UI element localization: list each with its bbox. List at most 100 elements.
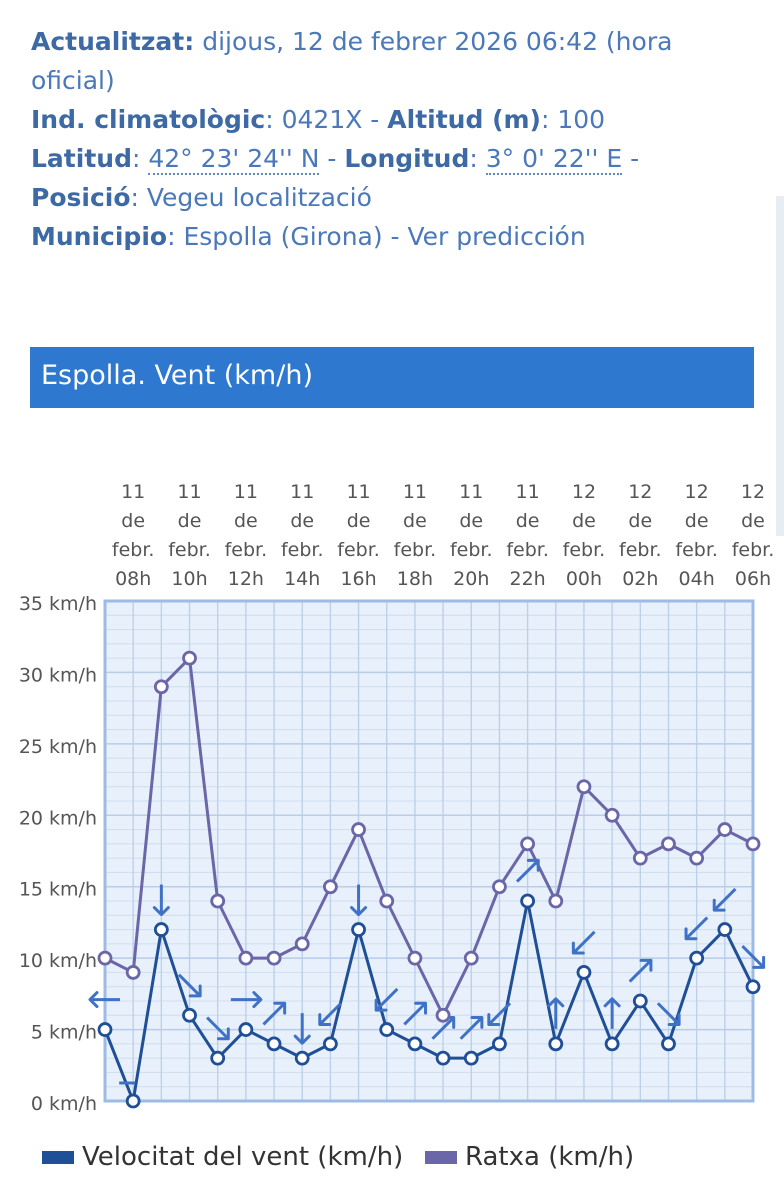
wind-direction-arrow xyxy=(741,945,766,969)
gust-point xyxy=(661,836,676,852)
x-tick-label-line: 14h xyxy=(284,568,320,590)
arrow-head xyxy=(350,906,368,917)
x-tick-label-line: 10h xyxy=(171,568,207,590)
legend-speed-label: Velocitat del vent (km/h) xyxy=(82,1142,404,1172)
arrow-head xyxy=(318,1013,332,1026)
arrow-head xyxy=(152,906,170,917)
lat-dash: - xyxy=(319,144,345,173)
speed-point xyxy=(153,922,169,937)
arrow-shaft xyxy=(713,887,737,912)
x-tick-label: 11 de febr. 18h xyxy=(394,481,437,590)
lon-sep: : xyxy=(469,144,486,173)
x-tick-label-line: febr. xyxy=(337,539,380,561)
speed-point xyxy=(435,1050,451,1066)
speed-point xyxy=(492,1036,507,1052)
x-tick-label-line: 11 xyxy=(234,481,258,503)
speed-point xyxy=(548,1036,564,1052)
x-tick-label-line: 12 xyxy=(572,481,596,503)
position-link[interactable]: : Vegeu localització xyxy=(130,183,372,212)
x-tick-label-line: de xyxy=(347,510,371,532)
alt-value: : 100 xyxy=(540,105,606,134)
x-tick-label: 12 de febr. 00h xyxy=(563,481,606,590)
gust-point xyxy=(182,650,197,666)
wind-direction-arrow xyxy=(656,1002,681,1026)
x-tick-label-line: 04h xyxy=(679,568,715,590)
ind-label: Ind. climatològic xyxy=(31,105,266,134)
x-tick-label-line: de xyxy=(403,510,427,532)
speed-point xyxy=(689,950,705,966)
x-tick-label-line: de xyxy=(290,510,314,532)
legend-gust-label: Ratxa (km/h) xyxy=(465,1142,635,1172)
speed-series-line xyxy=(103,899,755,1103)
ind-value: : 0421X - xyxy=(265,105,388,134)
speed-point xyxy=(125,1093,141,1109)
x-tick-label-line: 11 xyxy=(121,481,145,503)
lat-value: 42° 23' 24'' N xyxy=(148,144,320,175)
municipio-link[interactable]: : Espolla (Girona) - Ver predicción xyxy=(167,222,586,251)
x-tick-label-line: febr. xyxy=(112,539,155,561)
x-tick-label-line: 06h xyxy=(735,568,771,590)
arrow-shaft xyxy=(628,959,652,983)
scrollbar[interactable] xyxy=(776,196,784,536)
legend-speed[interactable]: Velocitat del vent (km/h) xyxy=(42,1142,403,1172)
arrow-head xyxy=(88,991,99,1009)
x-tick-label-line: 11 xyxy=(177,481,201,503)
speed-point xyxy=(576,965,592,980)
speed-point xyxy=(379,1022,395,1037)
gust-point xyxy=(435,1007,451,1023)
wind-direction-arrow xyxy=(403,1001,428,1026)
speed-point xyxy=(604,1036,620,1052)
x-tick-label-line: de xyxy=(516,510,540,532)
gust-point xyxy=(379,893,395,909)
lon-dash: - xyxy=(622,144,640,173)
wind-direction-arrow xyxy=(293,1013,311,1045)
gust-point xyxy=(322,879,338,895)
x-tick-label-line: febr. xyxy=(450,539,493,561)
y-tick-label: 15 km/h xyxy=(19,879,97,901)
x-tick-label-line: 08h xyxy=(115,568,151,590)
gust-point xyxy=(492,879,507,895)
updated-row: Actualitzat: dijous, 12 de febrer 2026 0… xyxy=(31,22,751,61)
x-tick-label-line: 02h xyxy=(622,568,658,590)
speed-point xyxy=(182,1007,197,1023)
y-tick-label: 10 km/h xyxy=(19,950,97,972)
arrow-head xyxy=(293,1034,311,1045)
arrow-shaft xyxy=(656,1002,681,1026)
wind-direction-arrow xyxy=(547,997,565,1029)
x-tick-label: 12 de febr. 06h xyxy=(732,481,775,590)
updated-label: Actualitzat: xyxy=(31,27,195,56)
x-tick-label-line: 00h xyxy=(566,568,602,590)
x-tick-label-line: 12 xyxy=(685,481,709,503)
gust-point xyxy=(745,836,761,852)
gust-point xyxy=(576,779,592,795)
arrow-shaft xyxy=(206,1016,230,1040)
wind-direction-arrow xyxy=(684,916,709,941)
arrow-shaft xyxy=(318,1002,343,1026)
gust-point xyxy=(125,965,141,980)
legend-gust[interactable]: Ratxa (km/h) xyxy=(425,1142,634,1172)
gust-point xyxy=(463,950,479,966)
arrow-shaft xyxy=(487,1002,512,1026)
wind-direction-arrow xyxy=(230,991,263,1009)
gust-point xyxy=(689,850,705,866)
x-tick-label-line: febr. xyxy=(225,539,268,561)
x-tick-label: 11 de febr. 14h xyxy=(281,481,324,590)
speed-point xyxy=(407,1036,423,1052)
x-tick-label-line: de xyxy=(459,510,483,532)
x-tick-label-line: febr. xyxy=(732,539,775,561)
arrow-head xyxy=(639,958,653,972)
municipio-label: Municipio xyxy=(31,222,168,251)
speed-point xyxy=(266,1036,282,1052)
wind-direction-arrow xyxy=(628,958,653,983)
wind-direction-arrow xyxy=(459,1016,484,1040)
arrow-head xyxy=(252,991,263,1009)
x-tick-label-line: de xyxy=(685,510,709,532)
arrow-head xyxy=(487,1013,501,1026)
gust-point xyxy=(351,822,366,837)
arrow-head xyxy=(216,1027,230,1041)
wind-direction-arrow xyxy=(206,1016,230,1041)
x-tick-label-line: de xyxy=(121,510,145,532)
gust-point xyxy=(632,850,648,866)
wind-direction-arrow xyxy=(88,991,120,1009)
